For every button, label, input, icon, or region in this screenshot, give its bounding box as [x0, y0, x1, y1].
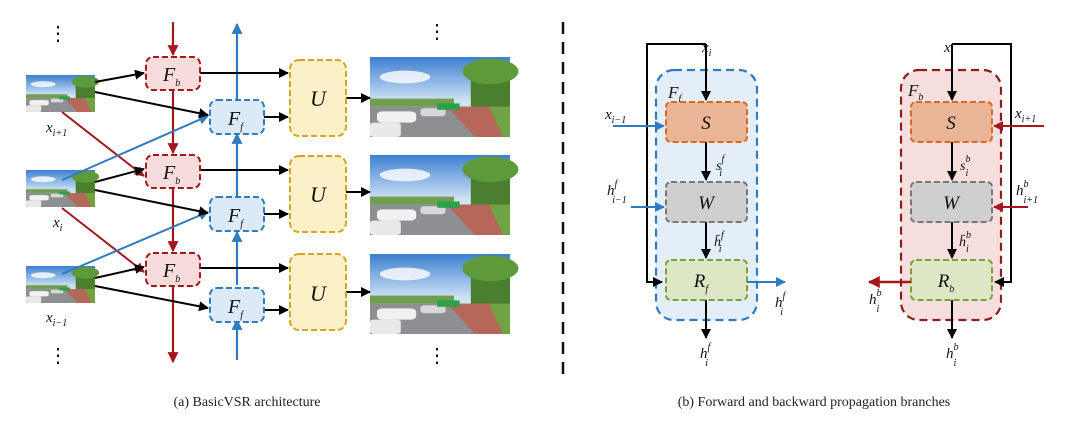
fb-out-bottom: hb i	[946, 342, 959, 369]
ff-w-out: h̄f i	[714, 230, 725, 255]
ff-box-top: Ff	[209, 99, 265, 135]
fb-w-out: h̄b i	[959, 230, 971, 255]
ff-w-box	[665, 181, 748, 223]
ff-s-out: sf i	[716, 154, 725, 179]
ellipsis-bottom-left: ⋮	[48, 345, 68, 367]
svg-text:S: S	[946, 113, 956, 134]
fb-box-bot: Fb	[145, 252, 201, 287]
svg-text:Ff: Ff	[227, 108, 244, 133]
fb-in-x-next: xi+1	[1014, 106, 1036, 125]
svg-text:Fb: Fb	[162, 64, 180, 89]
caption-b: (b) Forward and backward propagation bra…	[678, 395, 951, 410]
ff-out-bottom: hf i	[700, 342, 712, 369]
u-box-bot: U	[289, 253, 347, 331]
ellipsis-bottom-right: ⋮	[427, 345, 447, 367]
fb-box-top: Fb	[145, 56, 201, 91]
svg-text:U: U	[310, 86, 328, 111]
u-box-mid: U	[289, 155, 347, 233]
ellipsis-top-left: ⋮	[48, 23, 68, 45]
fb-s-out: sb i	[960, 154, 970, 179]
fb-w-box	[910, 181, 993, 223]
svg-text:Ff: Ff	[227, 296, 244, 321]
input-frame-bot	[26, 266, 100, 303]
ff-s-box	[665, 101, 748, 143]
svg-text:Fb: Fb	[162, 162, 180, 187]
fb-label: Fb	[907, 81, 923, 103]
svg-text:S: S	[701, 113, 711, 134]
ff-r-box	[665, 259, 748, 301]
fb-in-h-next: hb i+1	[1016, 179, 1038, 206]
fb-in-x-i: xi	[943, 40, 954, 59]
svg-text:W: W	[943, 193, 961, 214]
label-x-i-plus-1: xi+1	[45, 120, 67, 139]
label-x-i-minus-1: xi−1	[45, 310, 67, 329]
fb-r-box	[910, 259, 993, 301]
svg-text:Rf: Rf	[693, 271, 710, 295]
output-frame-mid	[370, 155, 519, 235]
input-frame-mid	[26, 170, 100, 207]
fb-box-mid: Fb	[145, 154, 201, 189]
ff-box-bot: Ff	[209, 287, 265, 323]
label-x-i: xi	[52, 215, 63, 234]
ff-out-right: hf i	[775, 291, 787, 318]
svg-text:Ff: Ff	[227, 205, 244, 230]
u-box-top: U	[289, 59, 347, 137]
ff-in-x-prev: xi−1	[604, 107, 626, 126]
ff-in-h-prev: hf i−1	[607, 179, 627, 206]
output-frame-top	[370, 57, 519, 137]
fb-s-box	[910, 101, 993, 143]
backward-branch: Fb xi S xi+1 sb i W hb i+1 h̄b i Rb hb i hb i	[867, 40, 1044, 369]
input-frame-top	[26, 75, 100, 112]
svg-text:Rb: Rb	[937, 271, 955, 295]
ellipsis-top-right: ⋮	[427, 21, 447, 43]
svg-text:W: W	[698, 193, 716, 214]
caption-a: (a) BasicVSR architecture	[174, 395, 321, 410]
ff-label: Ff	[667, 83, 682, 105]
forward-branch: Ff xi S xi−1 sf i W hf i−1 h̄f i Rf hf i hf i	[604, 40, 787, 369]
svg-text:U: U	[310, 182, 328, 207]
output-frame-bot	[370, 254, 519, 334]
fb-out-left: hb i	[869, 288, 882, 315]
basicvsr-panel: Fb Fb Fb Ff Ff Ff U U	[26, 21, 519, 410]
ff-box-mid: Ff	[209, 196, 265, 232]
svg-text:Fb: Fb	[162, 260, 180, 285]
svg-text:U: U	[310, 281, 328, 306]
ff-in-x-i: xi	[701, 40, 712, 59]
